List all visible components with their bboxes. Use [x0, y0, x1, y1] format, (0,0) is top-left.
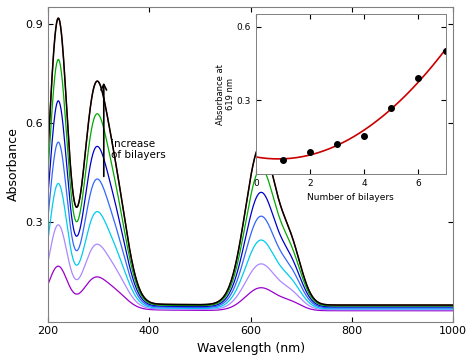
Y-axis label: Absorbance at
619 nm: Absorbance at 619 nm: [216, 64, 235, 125]
X-axis label: Number of bilayers: Number of bilayers: [307, 193, 394, 202]
Text: increase
of bilayers: increase of bilayers: [111, 139, 166, 160]
X-axis label: Wavelength (nm): Wavelength (nm): [197, 342, 305, 355]
Y-axis label: Absorbance: Absorbance: [7, 127, 20, 201]
